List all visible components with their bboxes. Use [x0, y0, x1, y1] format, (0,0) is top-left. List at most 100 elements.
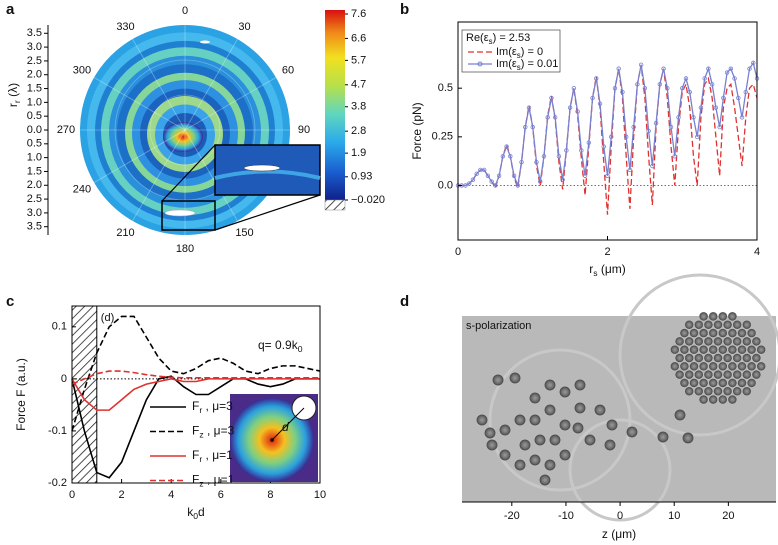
x-axis-label-part: 0	[193, 511, 198, 521]
particle	[679, 345, 690, 355]
polar-grid-line	[184, 77, 277, 131]
particle	[723, 336, 733, 346]
angle-tick-label: 90	[298, 124, 310, 136]
angle-tick-label: 60	[282, 64, 294, 76]
series-marker	[635, 82, 640, 87]
series-marker	[485, 173, 491, 178]
series-marker	[530, 124, 535, 130]
region-label: (d)	[101, 312, 114, 324]
r-axis-label-part: r	[6, 103, 20, 107]
y-tick-label: 0.0	[438, 179, 453, 191]
inset-center	[270, 438, 274, 442]
series-marker	[627, 167, 633, 173]
particle	[674, 409, 686, 421]
particle	[703, 320, 714, 330]
particle	[694, 353, 704, 363]
particle	[708, 345, 718, 355]
particle	[684, 336, 694, 346]
series-marker	[541, 154, 547, 159]
angle-tick-label: 0	[182, 5, 188, 17]
series-marker	[623, 134, 629, 140]
polar-grid-circle	[149, 94, 221, 166]
x-tick-label: 0	[455, 246, 461, 258]
particle	[584, 434, 596, 446]
series-marker	[519, 159, 524, 165]
r-tick-label: 3.5	[27, 221, 42, 233]
series-marker	[695, 134, 700, 140]
particle	[484, 427, 496, 439]
series-marker	[463, 183, 468, 188]
particle	[492, 374, 504, 386]
y-tick-label: 0	[61, 373, 67, 385]
particle	[694, 386, 704, 396]
particle	[694, 320, 704, 330]
series-line	[71, 370, 320, 385]
particle	[675, 353, 685, 363]
legend-label-part: , μ=1	[204, 473, 235, 487]
particle	[747, 328, 757, 338]
colorbar-tick-label: −0.020	[351, 194, 385, 206]
r-tick-label: 0.5	[27, 110, 42, 122]
series-marker	[534, 159, 539, 165]
particle	[723, 320, 733, 330]
y-tick-label: 0.25	[432, 131, 453, 143]
series-marker	[732, 76, 737, 81]
series-marker	[496, 173, 502, 178]
particle	[699, 311, 709, 322]
colorbar-under	[324, 199, 346, 211]
x-tick-label: 6	[218, 489, 224, 501]
legend-label-part: F	[192, 399, 199, 413]
particle	[756, 361, 766, 371]
panel-label: b	[400, 1, 409, 18]
particle	[544, 459, 556, 471]
r-axis-label-part: (λ)	[6, 83, 20, 100]
series-marker	[717, 124, 722, 130]
particle	[747, 345, 757, 355]
particle	[708, 394, 718, 405]
zoom-line	[161, 144, 216, 202]
x-axis-label: rs (μm)	[589, 262, 626, 278]
particle	[684, 320, 694, 330]
zoom-line	[214, 194, 321, 231]
legend-label-part: r	[199, 405, 202, 415]
series-marker	[526, 105, 532, 110]
particle	[742, 336, 752, 346]
particle	[699, 394, 709, 405]
particle	[718, 345, 728, 355]
particle	[727, 345, 738, 355]
particle	[751, 336, 762, 346]
legend-title-part: s	[489, 37, 493, 46]
r-tick-label: 3.0	[27, 41, 42, 53]
panel-label: a	[6, 1, 15, 18]
particle	[694, 336, 704, 346]
particle	[751, 353, 762, 363]
r-tick-label: 1.0	[27, 96, 42, 108]
legend-title: Re(εs) = 2.53	[466, 32, 530, 46]
series-marker	[597, 101, 603, 106]
series-line	[71, 378, 320, 411]
particle	[689, 328, 699, 338]
series-marker	[470, 177, 476, 182]
heat-spot-white	[164, 209, 196, 217]
series-marker	[736, 95, 741, 101]
series-marker	[511, 173, 517, 178]
angle-tick-label: 150	[235, 227, 253, 239]
particle	[718, 394, 728, 405]
series-marker	[567, 105, 573, 110]
particle	[718, 311, 728, 322]
r-tick-label: 1.5	[27, 82, 42, 94]
series-marker	[709, 82, 715, 87]
annotation: q= 0.9k0	[258, 338, 303, 354]
y-tick-label: 0.5	[438, 82, 453, 94]
legend-label-part: F	[192, 448, 199, 462]
particle	[539, 474, 551, 486]
series-marker	[668, 124, 674, 130]
particle	[713, 353, 723, 363]
series-marker	[556, 154, 562, 159]
polar-grid-line	[132, 38, 186, 131]
r-tick-label: 2.0	[27, 69, 42, 81]
series-marker	[728, 66, 734, 71]
r-axis-label-part: r	[12, 100, 22, 103]
series-marker	[665, 85, 670, 91]
x-axis-label-part: r	[589, 262, 593, 276]
